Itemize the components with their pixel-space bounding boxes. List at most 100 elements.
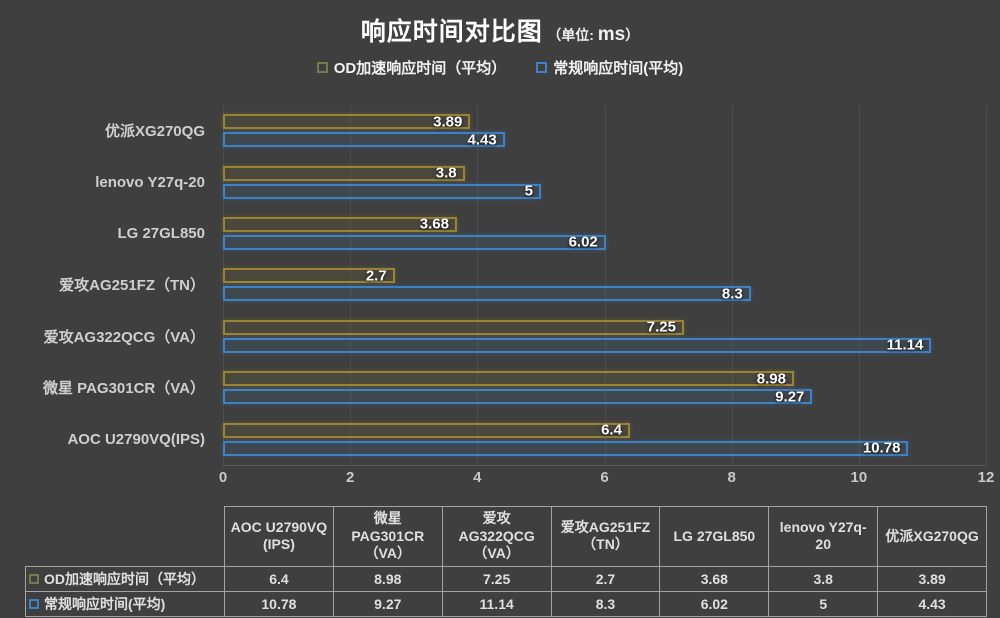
gridline [604,105,606,465]
category-label: 爱攻AG322QCG（VA） [43,328,205,346]
category-label: 爱攻AG251FZ（TN） [59,277,205,295]
bar-value-label: 2.7 [365,267,387,285]
category-label: 优派XG270QG [104,123,205,141]
bar-group: 2.7 8.3 [223,259,986,310]
bar-value-label: 3.68 [419,215,449,233]
table-value-cell: 3.8 [769,566,879,592]
chart-title: 响应时间对比图 （单位: ms） [0,12,1000,48]
gridline [350,105,352,465]
bar-regular: 9.27 [223,388,813,406]
gridline [986,105,987,465]
table-header-cell: lenovo Y27q-20 [769,506,879,567]
bar-group: 8.98 9.27 [223,362,986,413]
bar-group: 7.25 11.14 [223,311,986,362]
bar-od: 6.4 [223,421,630,439]
table-value-cell: 6.02 [660,591,770,617]
gridline [858,105,860,465]
bar-od: 3.8 [223,164,465,182]
bar-value-label: 8.3 [721,285,743,303]
bar-od: 7.25 [223,318,684,336]
bar-value-label: 11.14 [886,336,924,354]
table-value-cell: 9.27 [333,591,443,617]
legend-item-od: OD加速响应时间（平均） [316,57,507,78]
category-axis: 优派XG270QG lenovo Y27q-20 LG 27GL850 爱攻AG251… [0,105,214,465]
bar-regular: 5 [223,182,541,200]
x-tick-label: 6 [600,469,609,486]
bar-od: 2.7 [223,267,395,285]
bar-regular: 4.43 [223,131,505,149]
table-value-cell: 7.25 [442,566,552,592]
gridline [223,105,224,465]
bar-value-label: 3.89 [433,113,463,131]
category-label: AOC U2790VQ(IPS) [67,430,205,448]
x-tick-label: 0 [218,469,228,486]
table-header-cell: 微星PAG301CR（VA） [333,506,443,567]
bar-od: 8.98 [223,370,794,388]
table-row-label: 常规响应时间(平均) [25,591,225,617]
gridline [731,105,733,465]
category-label: lenovo Y27q-20 [95,173,205,191]
legend-label: 常规响应时间(平均) [553,60,684,77]
series-marker-icon [29,598,39,609]
bar-value-label: 10.78 [862,439,901,457]
bar-value-label: 8.98 [756,370,786,388]
bar-regular: 8.3 [223,285,751,303]
series-marker-icon [29,573,39,584]
bar-value-label: 7.25 [646,318,676,336]
chart-title-text: 响应时间对比图 [360,18,543,46]
chart-title-unit: （单位: ms） [547,24,640,45]
bar-regular: 10.78 [223,439,909,457]
table-row-label: OD加速响应时间（平均） [25,566,225,592]
table-row-label-text: OD加速响应时间（平均） [44,570,205,587]
bar-group: 6.4 10.78 [223,413,986,464]
legend: OD加速响应时间（平均） 常规响应时间(平均) [0,57,1000,78]
table-corner-cell [25,506,225,567]
table-value-cell: 10.78 [225,591,334,617]
category-label: 微星 PAG301CR（VA） [43,380,205,398]
bar-value-label: 6.02 [568,233,598,251]
table-value-cell: 8.98 [333,566,443,592]
x-axis: 0 2 4 6 8 10 12 [219,469,995,489]
table-value-cell: 8.3 [551,591,661,617]
legend-label: OD加速响应时间（平均） [333,60,507,77]
table-value-cell: 6.4 [225,566,334,592]
table-header-cell: AOC U2790VQ (IPS) [225,506,334,567]
x-tick-label: 12 [977,469,995,486]
bar-group: 3.68 6.02 [223,208,986,259]
table-value-cell: 11.14 [442,591,552,617]
gridline [477,105,479,465]
plot-area: 3.89 4.43 3.8 5 3.68 6.02 2.7 8.3 7.25 11.14 8.98 9… [223,105,987,466]
table-value-cell: 4.43 [878,591,987,617]
table-header-cell: 优派XG270QG [878,506,987,567]
bar-value-label: 6.4 [601,421,622,439]
bar-value-label: 5 [524,182,533,200]
legend-item-regular: 常规响应时间(平均) [536,57,683,78]
x-tick-label: 4 [473,469,482,486]
table-header-cell: 爱攻AG251FZ（TN） [551,506,661,567]
bar-regular: 6.02 [223,233,606,251]
table-value-cell: 5 [769,591,879,617]
bar-group: 3.89 4.43 [223,105,986,156]
bar-regular: 11.14 [223,336,932,354]
table-header-cell: LG 27GL850 [660,506,770,567]
legend-marker-icon [316,62,328,73]
table-row-label-text: 常规响应时间(平均) [44,595,166,612]
bar-value-label: 4.43 [467,131,497,149]
unit-ms: ms [597,24,626,45]
x-tick-label: 8 [727,469,736,486]
bar-group: 3.8 5 [223,156,986,207]
category-label: LG 27GL850 [117,225,205,243]
table-value-cell: 3.68 [660,566,770,592]
table-value-cell: 3.89 [878,566,987,592]
table-value-cell: 2.7 [551,566,661,592]
bar-value-label: 9.27 [775,388,805,406]
legend-marker-icon [536,62,548,73]
bar-value-label: 3.8 [435,164,457,182]
data-table: AOC U2790VQ (IPS) 微星PAG301CR（VA） 爱攻AG322QC… [25,506,987,617]
bar-od: 3.89 [223,113,471,131]
bar-od: 3.68 [223,215,457,233]
table-header-cell: 爱攻AG322QCG（VA） [442,506,552,567]
x-tick-label: 10 [850,469,868,486]
x-tick-label: 2 [345,469,355,486]
